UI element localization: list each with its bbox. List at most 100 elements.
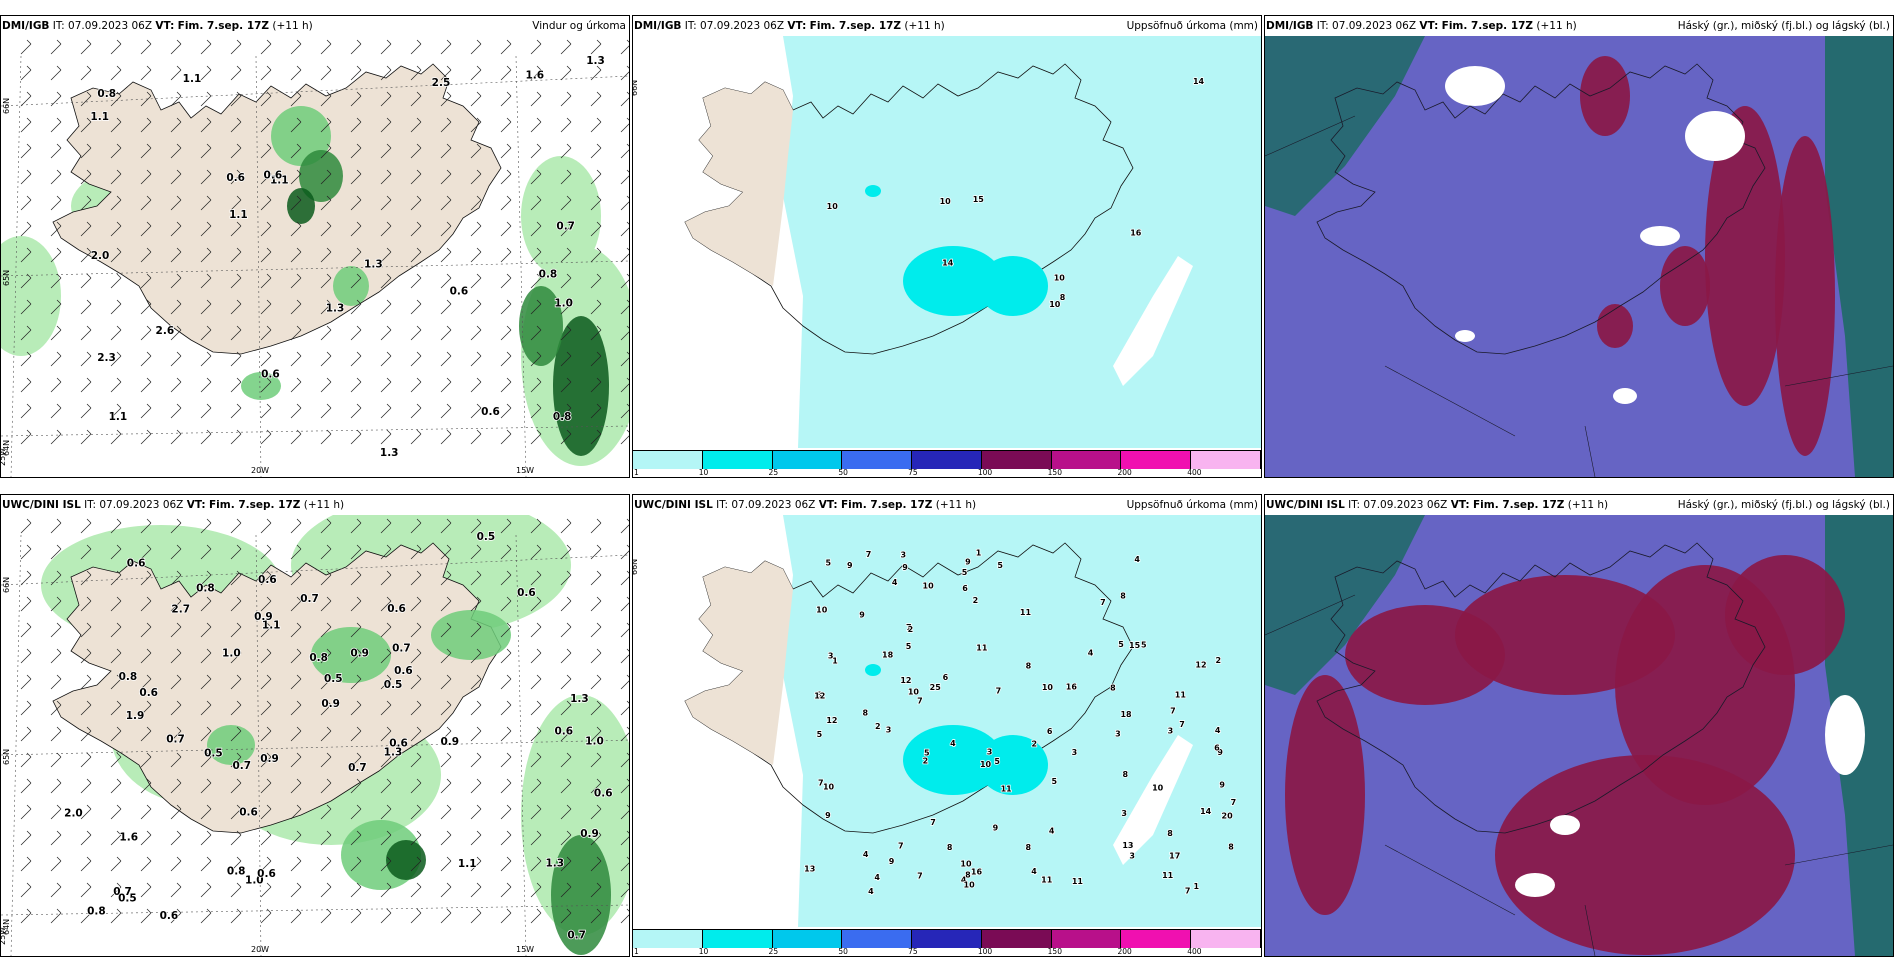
wind-barb [560, 830, 572, 846]
wind-barb [80, 429, 92, 445]
accum-value: 15 [1129, 641, 1141, 650]
wind-barb [140, 570, 152, 586]
wind-barb [380, 622, 392, 638]
wind-barb [620, 273, 629, 289]
wind-barb [350, 117, 362, 133]
colorbar-segment [702, 930, 773, 948]
wind-barb [590, 247, 602, 263]
colorbar-tick-label: 75 [908, 468, 918, 477]
wind-barb [320, 65, 332, 81]
wind-barb [530, 247, 542, 263]
wind-barb [290, 752, 302, 768]
accum-value: 3 [828, 651, 834, 660]
wind-barb [110, 91, 122, 107]
wind-barb [260, 65, 272, 81]
precip-map[interactable]: 8 10 14 10 14 15 16 10 10 66N [633, 36, 1261, 448]
wind-barb [410, 247, 422, 263]
wind-barb [20, 648, 32, 664]
wind-barb [440, 221, 452, 237]
wind-barb [380, 117, 392, 133]
wind-barb [590, 648, 602, 664]
wind-barb [20, 91, 32, 107]
low-cloud [1265, 36, 1425, 216]
wind-barb [590, 674, 602, 690]
precip-value: 0.6 [226, 172, 245, 184]
precip-value: 1.0 [222, 647, 241, 659]
wind-barb [170, 622, 182, 638]
wind-barb [110, 648, 122, 664]
wind-barb [590, 325, 602, 341]
colorbar-tick-label: 150 [1047, 947, 1062, 956]
precip-value: 1.1 [262, 619, 281, 631]
weather-map[interactable]: 66N 65N 64N 25W 20W 15W 0.8 0.6 0.8 0.6 0.6 0.5 0.8 0… [1, 515, 629, 956]
wind-barb [590, 544, 602, 560]
wind-barb [500, 273, 512, 289]
accum-value: 25 [930, 683, 942, 692]
colorbar-tick-label: 100 [977, 468, 993, 477]
precip-value: 0.6 [257, 868, 276, 880]
weather-map[interactable]: 66N 65N 64N 25W 20W 15W 0.6 0.8 1.1 1.1 1.1 0.6 2.3 2… [1, 36, 629, 477]
wind-barb [290, 377, 302, 393]
wind-barb [620, 169, 629, 185]
wind-barb [350, 830, 362, 846]
wind-barb [590, 143, 602, 159]
wind-barb [560, 752, 572, 768]
panel-uwc-wind: UWC/DINI ISL IT: 07.09.2023 06Z VT: Fim.… [0, 494, 630, 957]
accum-value: 11 [976, 644, 988, 653]
wind-barb [320, 674, 332, 690]
colorbar-tick-label: 200 [1117, 947, 1132, 956]
accum-value: 13 [1122, 841, 1133, 850]
wind-barb [470, 325, 482, 341]
wind-barb [260, 544, 272, 560]
precip-cell [551, 835, 611, 955]
no-precip [1113, 256, 1193, 386]
wind-barb [590, 830, 602, 846]
wind-barb [470, 908, 482, 924]
cloud-map[interactable] [1265, 36, 1893, 477]
wind-barb [260, 778, 272, 794]
wind-barb [440, 429, 452, 445]
wind-barb [230, 778, 242, 794]
wind-barb [620, 544, 629, 560]
wind-barb [260, 429, 272, 445]
precip-cell [287, 188, 315, 224]
wind-barb [440, 169, 452, 185]
accum-value: 5 [817, 730, 823, 739]
wind-barb [290, 700, 302, 716]
wind-barb [230, 91, 242, 107]
wind-barb [620, 778, 629, 794]
wind-barb [380, 544, 392, 560]
wind-barb [80, 804, 92, 820]
wind-barb [320, 882, 332, 898]
wind-barb [590, 299, 602, 315]
wind-barb [140, 830, 152, 846]
accum-value: 4 [874, 873, 880, 882]
precip-value: 0.7 [300, 593, 319, 605]
wind-barb [290, 273, 302, 289]
wind-barb [470, 518, 482, 534]
wind-barb [530, 726, 542, 742]
wind-barb [80, 752, 92, 768]
wind-barb [170, 518, 182, 534]
wind-barb [530, 648, 542, 664]
wind-barb [140, 195, 152, 211]
precip-cell [333, 266, 369, 306]
wind-barb [80, 778, 92, 794]
wind-barb [230, 804, 242, 820]
wind-barb [230, 908, 242, 924]
wind-barb [110, 856, 122, 872]
precip-cell [865, 664, 881, 676]
wind-barb [50, 169, 62, 185]
precip-map[interactable]: 9 11 7 2 1 7 8 7 2 2 1 4 8 7 8 8 5 2 5 4 3 4 3 3 4 3 3 7 8 4 9 10 11 9 10 8… [633, 515, 1261, 927]
wind-barb [470, 726, 482, 742]
accum-value: 9 [825, 811, 831, 820]
wind-barb [470, 882, 482, 898]
colorbar-tick-label: 10 [698, 947, 709, 956]
wind-barb [440, 726, 452, 742]
precip-value: 0.7 [348, 762, 367, 774]
wind-barb [140, 351, 152, 367]
cloud-map[interactable] [1265, 515, 1893, 956]
accum-value: 10 [827, 202, 839, 211]
wind-barb [200, 596, 212, 612]
wind-barb [200, 117, 212, 133]
